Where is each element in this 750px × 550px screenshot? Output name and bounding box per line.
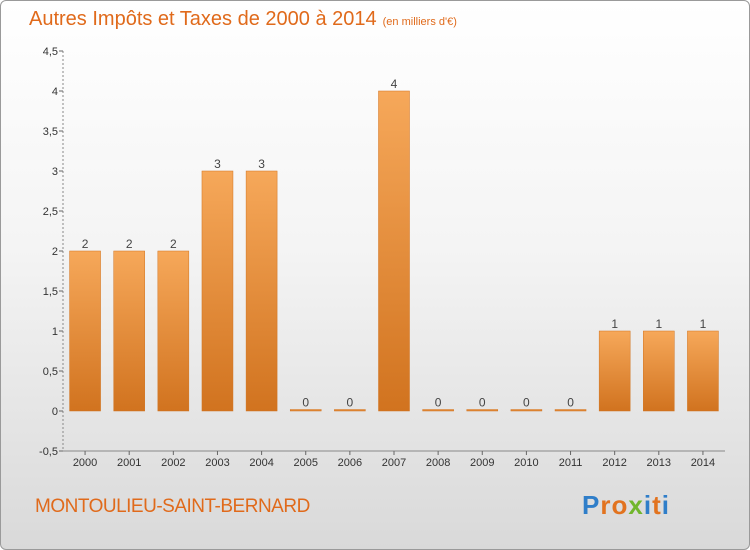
y-tick-label: 3,5 (43, 126, 58, 138)
x-tick-label-2012: 2012 (602, 457, 626, 469)
brand-letter: o (611, 490, 629, 520)
y-tick-label: 2,5 (43, 206, 58, 218)
bar-2001 (113, 250, 145, 412)
x-tick-label-2008: 2008 (426, 457, 450, 469)
y-tick-label: 1 (52, 326, 58, 338)
data-label-2011: 0 (567, 396, 574, 410)
proxiti-logo: Proxiti (582, 490, 670, 521)
brand-letter: t (652, 490, 662, 520)
brand-letter: i (643, 490, 653, 520)
brand-letter: r (600, 490, 612, 520)
chart-data-labels: 2 2 2 3 3 0 0 4 0 0 0 0 1 1 1 (82, 77, 707, 410)
data-label-2007: 4 (391, 77, 398, 91)
x-tick-label-2004: 2004 (249, 457, 273, 469)
x-tick-label-2000: 2000 (73, 457, 97, 469)
y-tick-label: 3 (52, 166, 58, 178)
data-label-2006: 0 (347, 396, 354, 410)
y-tick-label: 0 (52, 406, 58, 418)
x-tick-label-2001: 2001 (117, 457, 141, 469)
bar-2009 (466, 409, 499, 412)
y-tick-label: 4 (52, 86, 58, 98)
y-tick-label: 2 (52, 246, 58, 258)
data-label-2002: 2 (170, 237, 177, 251)
bar-2004 (245, 170, 278, 412)
bar-2013 (643, 330, 675, 412)
x-tick-label-2011: 2011 (559, 457, 583, 469)
data-label-2008: 0 (435, 396, 442, 410)
data-label-2012: 1 (611, 317, 618, 331)
chart-title-main: Autres Impôts et Taxes de 2000 à 2014 (29, 8, 377, 30)
data-label-2001: 2 (126, 237, 133, 251)
data-label-2004: 3 (258, 157, 265, 171)
x-tick-label-2005: 2005 (293, 457, 317, 469)
data-label-2013: 1 (655, 317, 662, 331)
bar-2011 (554, 409, 587, 412)
bar-2012 (598, 330, 631, 412)
bar-2007 (378, 90, 410, 412)
x-tick-label-2009: 2009 (470, 457, 494, 469)
chart-title: Autres Impôts et Taxes de 2000 à 2014 (en… (29, 8, 457, 31)
brand-letter: x (628, 490, 644, 520)
data-label-2009: 0 (479, 396, 486, 410)
chart-bars (69, 90, 719, 412)
data-label-2014: 1 (700, 317, 707, 331)
x-tick-label-2006: 2006 (338, 457, 362, 469)
bar-2008 (422, 409, 454, 412)
data-label-2010: 0 (523, 396, 530, 410)
x-tick-label-2013: 2013 (647, 457, 671, 469)
brand-letter: P (582, 490, 601, 520)
y-tick-label: 1,5 (43, 286, 58, 298)
x-tick-label-2007: 2007 (382, 457, 406, 469)
data-label-2000: 2 (82, 237, 89, 251)
bar-2006 (334, 409, 366, 412)
bar-2010 (510, 409, 543, 412)
y-tick-label: 4,5 (43, 46, 58, 58)
x-tick-label-2010: 2010 (514, 457, 538, 469)
bar-2014 (687, 330, 719, 412)
x-tick-label-2002: 2002 (161, 457, 185, 469)
commune-name: MONTOULIEU-SAINT-BERNARD (35, 496, 310, 517)
y-tick-label: 0,5 (43, 366, 58, 378)
brand-letter: i (661, 490, 670, 520)
x-tick-label-2014: 2014 (691, 457, 715, 469)
bar-2003 (201, 170, 234, 412)
data-label-2003: 3 (214, 157, 221, 171)
x-tick-label-2003: 2003 (205, 457, 229, 469)
bar-2002 (157, 250, 190, 412)
chart-unit-note: (en milliers d'€) (382, 16, 457, 28)
bar-2000 (69, 250, 101, 412)
bar-2005 (289, 409, 322, 412)
data-label-2005: 0 (302, 396, 309, 410)
y-tick-label: -0,5 (39, 446, 58, 458)
